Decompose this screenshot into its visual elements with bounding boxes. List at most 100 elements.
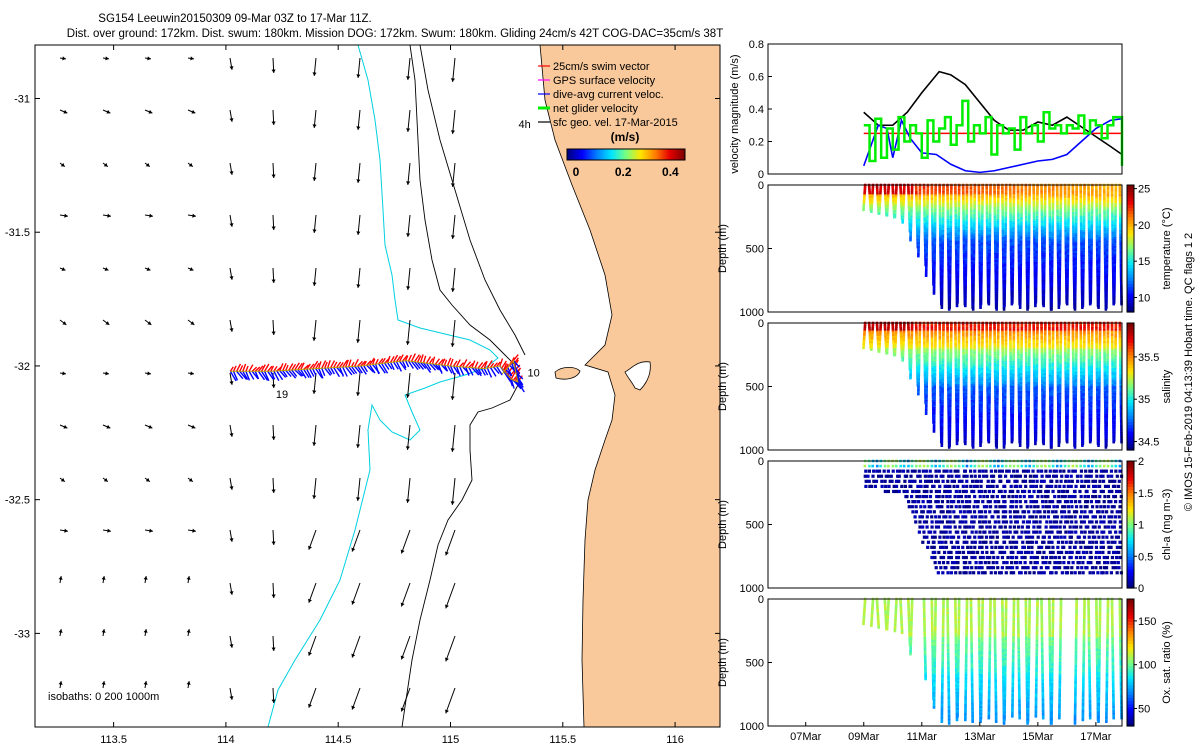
section-data-point (863, 327, 867, 330)
section-data-point (946, 237, 950, 240)
section-data-point (1111, 270, 1115, 274)
dac-vector (459, 366, 465, 376)
geo-velocity-arrowhead (450, 235, 456, 239)
geo-velocity-arrowhead (148, 424, 153, 429)
section-data-point (988, 226, 992, 229)
section-data-point (1001, 244, 1005, 247)
dac-vector (291, 369, 298, 377)
colorbar-cell (647, 149, 651, 160)
section-data-point (1012, 229, 1015, 233)
section-data-point (1066, 237, 1070, 240)
section-data-point (1113, 270, 1116, 274)
colorbar-cell (574, 149, 578, 160)
section-data-point (1011, 285, 1014, 288)
section-data-point (933, 245, 937, 249)
section-data-point (964, 281, 967, 285)
section-data-point (995, 301, 999, 304)
section-data-point (970, 228, 973, 231)
section-data-point (1118, 194, 1122, 197)
section-data-point (1043, 245, 1046, 249)
section-data-point (1067, 221, 1070, 224)
dac-vector (471, 367, 480, 376)
section-data-point (1018, 306, 1022, 309)
section-data-point (1063, 189, 1067, 192)
section-data-point (925, 360, 929, 364)
section-data-point (1089, 301, 1092, 304)
section-data-point (1114, 205, 1117, 208)
section-data-point (1051, 196, 1055, 199)
section-data-point (1035, 237, 1039, 240)
section-data-point (893, 346, 897, 350)
section-data-point (878, 196, 882, 199)
section-ytick-label: 1000 (740, 307, 764, 319)
section-data-point (948, 304, 951, 308)
section-data-point (1042, 272, 1046, 276)
colorbar-cell (600, 149, 603, 160)
section-data-point (970, 238, 974, 242)
dac-vector (509, 364, 517, 373)
section-data-point (922, 323, 926, 327)
section-data-point (915, 221, 919, 224)
section-data-point (923, 380, 927, 383)
section-data-point (995, 304, 999, 308)
section-data-point (893, 213, 897, 217)
section-data-point (1001, 229, 1005, 233)
section-data-point (1050, 299, 1053, 302)
section-data-point (1050, 285, 1054, 288)
geo-velocity-arrowhead (60, 477, 65, 482)
section-data-point (978, 228, 981, 231)
section-data-point (949, 245, 952, 249)
legend-label: net glider velocity (553, 103, 638, 115)
section-data-point (986, 247, 989, 251)
section-colorbar-tick-label: 25 (1138, 184, 1150, 196)
section-data-point (924, 412, 928, 415)
section-data-point (885, 350, 889, 353)
section-data-point (1066, 233, 1070, 237)
section-data-point (1011, 256, 1015, 260)
section-data-point (934, 337, 937, 341)
section-data-point (902, 327, 906, 330)
section-data-point (884, 341, 888, 344)
section-data-point (993, 185, 996, 189)
section-data-point (1119, 265, 1123, 269)
section-colorbar-cell (1127, 292, 1134, 297)
section-data-point (1072, 222, 1075, 226)
section-data-point (1027, 281, 1030, 285)
section-data-point (1074, 240, 1078, 244)
section-data-point (996, 260, 999, 263)
section-data-point (1024, 210, 1028, 213)
section-data-point (964, 269, 968, 272)
section-data-point (1118, 196, 1122, 199)
section-data-point (1028, 196, 1031, 199)
section-data-point (980, 256, 983, 260)
section-data-point (1024, 194, 1028, 197)
section-data-point (1048, 199, 1051, 203)
section-data-point (941, 265, 944, 269)
section-data-point (1114, 187, 1118, 190)
section-data-point (946, 212, 950, 215)
section-data-point (1056, 229, 1060, 233)
section-data-point (948, 281, 952, 285)
section-data-point (930, 344, 934, 348)
section-data-point (1051, 215, 1055, 219)
section-data-point (1098, 245, 1101, 249)
swim-vector (297, 362, 303, 371)
section-data-point (1042, 267, 1046, 270)
section-data-point (1119, 269, 1123, 272)
section-data-point (1035, 219, 1039, 222)
section-data-point (1071, 194, 1075, 197)
swim-vector (282, 362, 287, 371)
velocity-series-line (863, 99, 1124, 166)
section-data-point (1042, 261, 1046, 265)
section-data-point (1067, 217, 1070, 221)
section-data-point (1082, 224, 1086, 228)
section-data-point (891, 325, 895, 328)
section-data-point (1071, 212, 1075, 215)
section-data-point (988, 247, 991, 251)
section-data-point (954, 190, 957, 194)
section-data-point (980, 237, 984, 240)
section-data-point (1066, 261, 1070, 265)
section-data-point (1111, 217, 1114, 221)
section-colorbar-cell (1127, 251, 1134, 256)
section-data-point (1119, 224, 1122, 228)
